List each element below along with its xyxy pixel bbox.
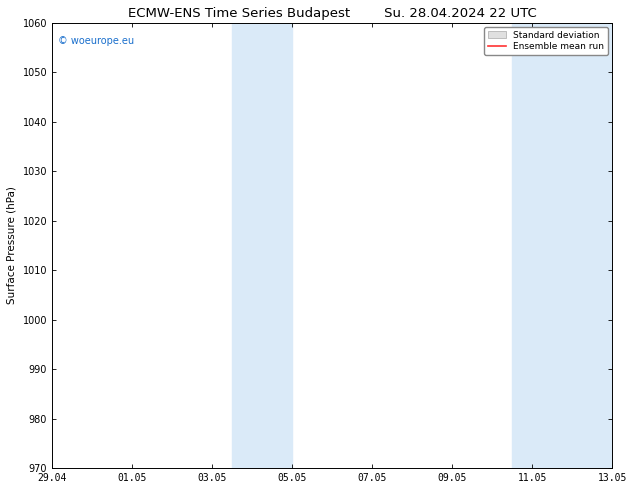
- Legend: Standard deviation, Ensemble mean run: Standard deviation, Ensemble mean run: [484, 27, 608, 55]
- Text: © woeurope.eu: © woeurope.eu: [58, 36, 134, 46]
- Bar: [232, 23, 292, 468]
- Title: ECMW-ENS Time Series Budapest        Su. 28.04.2024 22 UTC: ECMW-ENS Time Series Budapest Su. 28.04.…: [128, 7, 536, 20]
- Y-axis label: Surface Pressure (hPa): Surface Pressure (hPa): [7, 186, 17, 304]
- Bar: [512, 23, 612, 468]
